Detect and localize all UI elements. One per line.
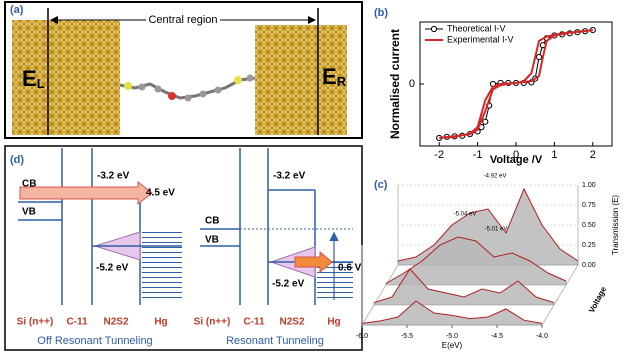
layer-label: Hg xyxy=(327,317,340,328)
panel-label: (c) xyxy=(374,179,388,191)
region-label: Central region xyxy=(148,14,217,26)
data-point xyxy=(483,119,488,124)
cb-label: CB xyxy=(22,179,36,190)
figure: Central region (a) EL ER (d) CB VB -3.2 … xyxy=(0,0,627,352)
peak-annotation: -5.04 eV xyxy=(454,212,477,218)
layer-label: Si (n++) xyxy=(17,317,54,328)
lumo-label: -3.2 eV xyxy=(97,171,130,182)
electrode-subscript: L xyxy=(37,76,45,91)
x-tick-label: 1 xyxy=(551,149,557,161)
bias-label: 4.5 eV xyxy=(146,188,175,199)
panel-d: (d) CB VB -3.2 eV 4.5 eV -5.2 eV Si (n++… xyxy=(5,146,362,350)
y-axis-label: Normalised current xyxy=(388,29,402,139)
z-tick-label: 0.00 xyxy=(582,262,596,269)
depth-axis-label: Voltage xyxy=(587,285,608,315)
x-tick-label: -4.0 xyxy=(536,333,548,340)
layer-label: Hg xyxy=(154,317,167,328)
legend-marker xyxy=(431,26,436,31)
layer-label: N2S2 xyxy=(103,317,128,328)
z-tick-label: 0.25 xyxy=(582,242,596,249)
panel-label: (a) xyxy=(10,4,24,16)
x-tick-label: -1 xyxy=(473,149,483,161)
x-tick-label: -5.0 xyxy=(446,333,458,340)
layer-label: C-11 xyxy=(243,317,265,328)
peak-annotation: -4.92 eV xyxy=(484,174,507,180)
panel-label: (d) xyxy=(10,154,24,166)
x-axis-label: Voltage /V xyxy=(490,154,543,166)
z-tick-label: 1.00 xyxy=(582,182,596,189)
cb-label: CB xyxy=(205,216,219,227)
legend-label: Experimental I-V xyxy=(447,34,514,44)
caption: Resonant Tunneling xyxy=(226,335,324,347)
x-axis-label: E(eV) xyxy=(442,341,463,350)
panel-label: (b) xyxy=(374,7,388,19)
peak-annotation: -5.01 eV xyxy=(485,227,508,233)
panel-frame xyxy=(5,146,362,350)
electrode-symbol: E xyxy=(22,66,37,91)
homo-label: -5.2 eV xyxy=(272,279,305,290)
vb-label: VB xyxy=(22,207,36,218)
y-tick-label: 0 xyxy=(409,78,415,90)
x-tick-label: -6.0 xyxy=(356,333,368,340)
layer-label: C-11 xyxy=(66,317,88,328)
legend-label: Theoretical I-V xyxy=(447,23,506,33)
electrode-symbol: E xyxy=(322,64,337,89)
bias-label: 0.6 V xyxy=(338,263,362,274)
homo-label: -5.2 eV xyxy=(96,263,129,274)
x-tick-label: -4.5 xyxy=(491,333,503,340)
electrode-subscript: R xyxy=(337,74,347,89)
x-tick-label: -5.5 xyxy=(401,333,413,340)
x-tick-label: 2 xyxy=(590,149,596,161)
x-tick-label: -2 xyxy=(434,149,444,161)
vb-label: VB xyxy=(205,235,219,246)
layer-label: Si (n++) xyxy=(194,317,231,328)
hg-states xyxy=(142,230,182,302)
z-tick-label: 0.75 xyxy=(582,202,596,209)
z-tick-label: 0.50 xyxy=(582,222,596,229)
z-axis-label: Transmission (E) xyxy=(611,195,620,255)
lumo-label: -3.2 eV xyxy=(273,171,306,182)
panel-a: Central region (a) EL ER xyxy=(5,2,362,138)
data-point xyxy=(536,54,541,59)
panel-c: 0.00 0.25 0.50 0.75 1.00 -6.0 -5.5 -5.0 -4.5 -4.0… xyxy=(356,174,620,351)
caption: Off Resonant Tunneling xyxy=(37,335,152,347)
layer-label: N2S2 xyxy=(279,317,304,328)
